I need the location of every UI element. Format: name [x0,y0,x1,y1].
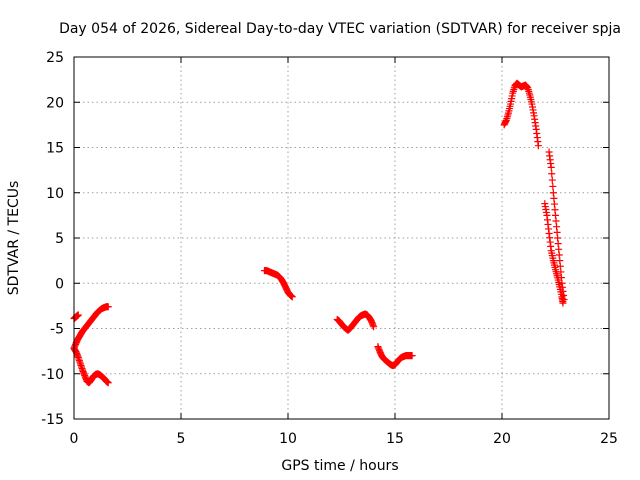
y-tick-label: 15 [46,141,64,157]
data-point [370,323,378,331]
data-point [559,299,567,307]
x-tick-label: 15 [386,431,404,447]
data-point [548,176,556,184]
series-arc-4 [374,343,416,370]
x-tick-label: 0 [70,431,79,447]
x-axis-label: GPS time / hours [281,458,398,474]
x-tick-label: 5 [177,431,186,447]
data-point [560,296,568,304]
y-tick-label: 5 [55,231,64,247]
data-point [74,311,82,319]
series-arc-5a [500,79,542,150]
series-arc-1b [70,303,112,352]
series-arc-3 [333,310,378,334]
data-point [548,170,556,178]
series-arc-2 [260,267,296,301]
data-point [408,352,416,360]
data-point [549,182,557,190]
data-points [70,79,568,387]
y-tick-labels: -15 -10 -5 0 5 10 15 20 25 [41,50,64,428]
data-point [104,303,112,311]
y-tick-label: 20 [46,95,64,111]
y-tick-label: 0 [55,276,64,292]
data-point [104,379,112,387]
data-point [534,142,542,150]
grid-layer [74,57,609,419]
x-tick-labels: 0 5 10 15 20 25 [70,431,618,447]
x-tick-label: 25 [600,431,618,447]
series-arc-5c [545,148,568,304]
y-tick-label: -15 [41,412,64,428]
x-tick-label: 10 [279,431,297,447]
x-tick-label: 20 [493,431,511,447]
chart-title: Day 054 of 2026, Sidereal Day-to-day VTE… [59,21,621,37]
series-arc-1a [70,311,82,323]
data-point [288,293,296,301]
data-point [547,163,555,171]
y-axis-label: SDTVAR / TECUs [6,181,22,296]
series-arc-1c [70,344,112,387]
y-tick-label: -10 [41,367,64,383]
y-tick-label: 25 [46,50,64,66]
y-tick-label: 10 [46,186,64,202]
tick-marks [73,56,610,420]
y-tick-label: -5 [50,322,64,338]
